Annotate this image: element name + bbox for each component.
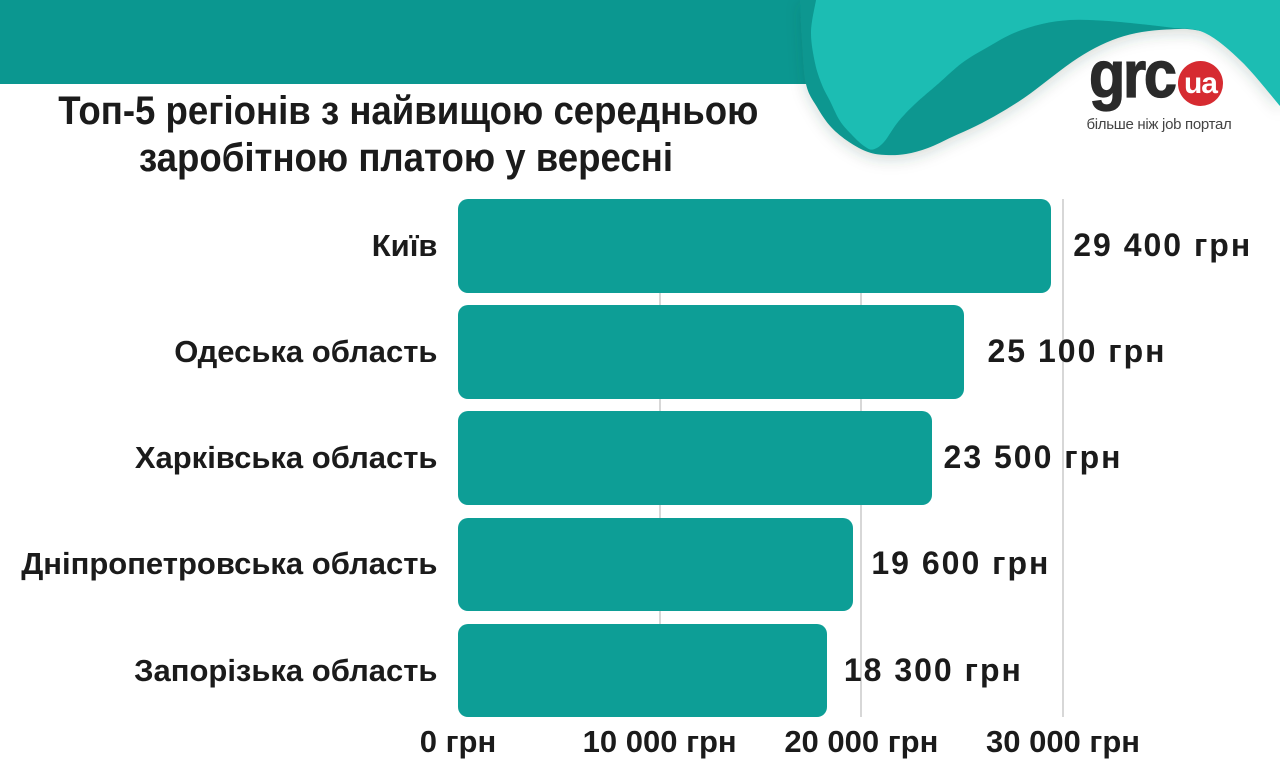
header-wave-art [0, 0, 1280, 156]
logo-tagline: більше ніж job портал [1086, 116, 1232, 133]
chart-title-line1: Топ-5 регіонів з найвищою середньою [58, 89, 759, 133]
chart-title-line2: заробітною платою у вересні [138, 136, 674, 180]
bar [458, 411, 932, 505]
value-label: 19 600 грн [871, 545, 1051, 582]
x-tick-label: 10 000 грн [582, 724, 737, 759]
logo-ua-badge: ua [1178, 61, 1223, 106]
value-label: 25 100 грн [987, 332, 1167, 369]
category-label: Київ [371, 227, 438, 263]
logo: grc ua більше ніж job портал [0, 0, 1280, 160]
header-wave-light [810, 0, 1280, 150]
value-label: 23 500 грн [943, 439, 1123, 476]
value-label: 29 400 грн [1073, 226, 1253, 263]
bar [458, 517, 854, 612]
logo-ua-text: ua [1183, 67, 1218, 100]
x-tick-label: 30 000 грн [985, 724, 1140, 759]
bar [458, 305, 965, 399]
bar [458, 199, 1051, 293]
category-label: Харківська область [134, 440, 438, 476]
category-label: Запорізька область [134, 652, 438, 688]
value-label: 18 300 грн [843, 651, 1023, 688]
x-tick-label: 20 000 грн [784, 724, 939, 759]
chart-title: Топ-5 регіонів з найвищою середньою заро… [58, 88, 759, 182]
x-tick-label: 0 грн [419, 724, 497, 759]
header-wave-group [800, 0, 1280, 156]
header-band [0, 0, 811, 84]
logo-grc-text: grc [1088, 37, 1177, 111]
category-label: Одеська область [174, 333, 438, 369]
gridline-30000 [1062, 199, 1064, 717]
bar [458, 623, 828, 718]
category-label: Дніпропетровська область [21, 546, 438, 582]
